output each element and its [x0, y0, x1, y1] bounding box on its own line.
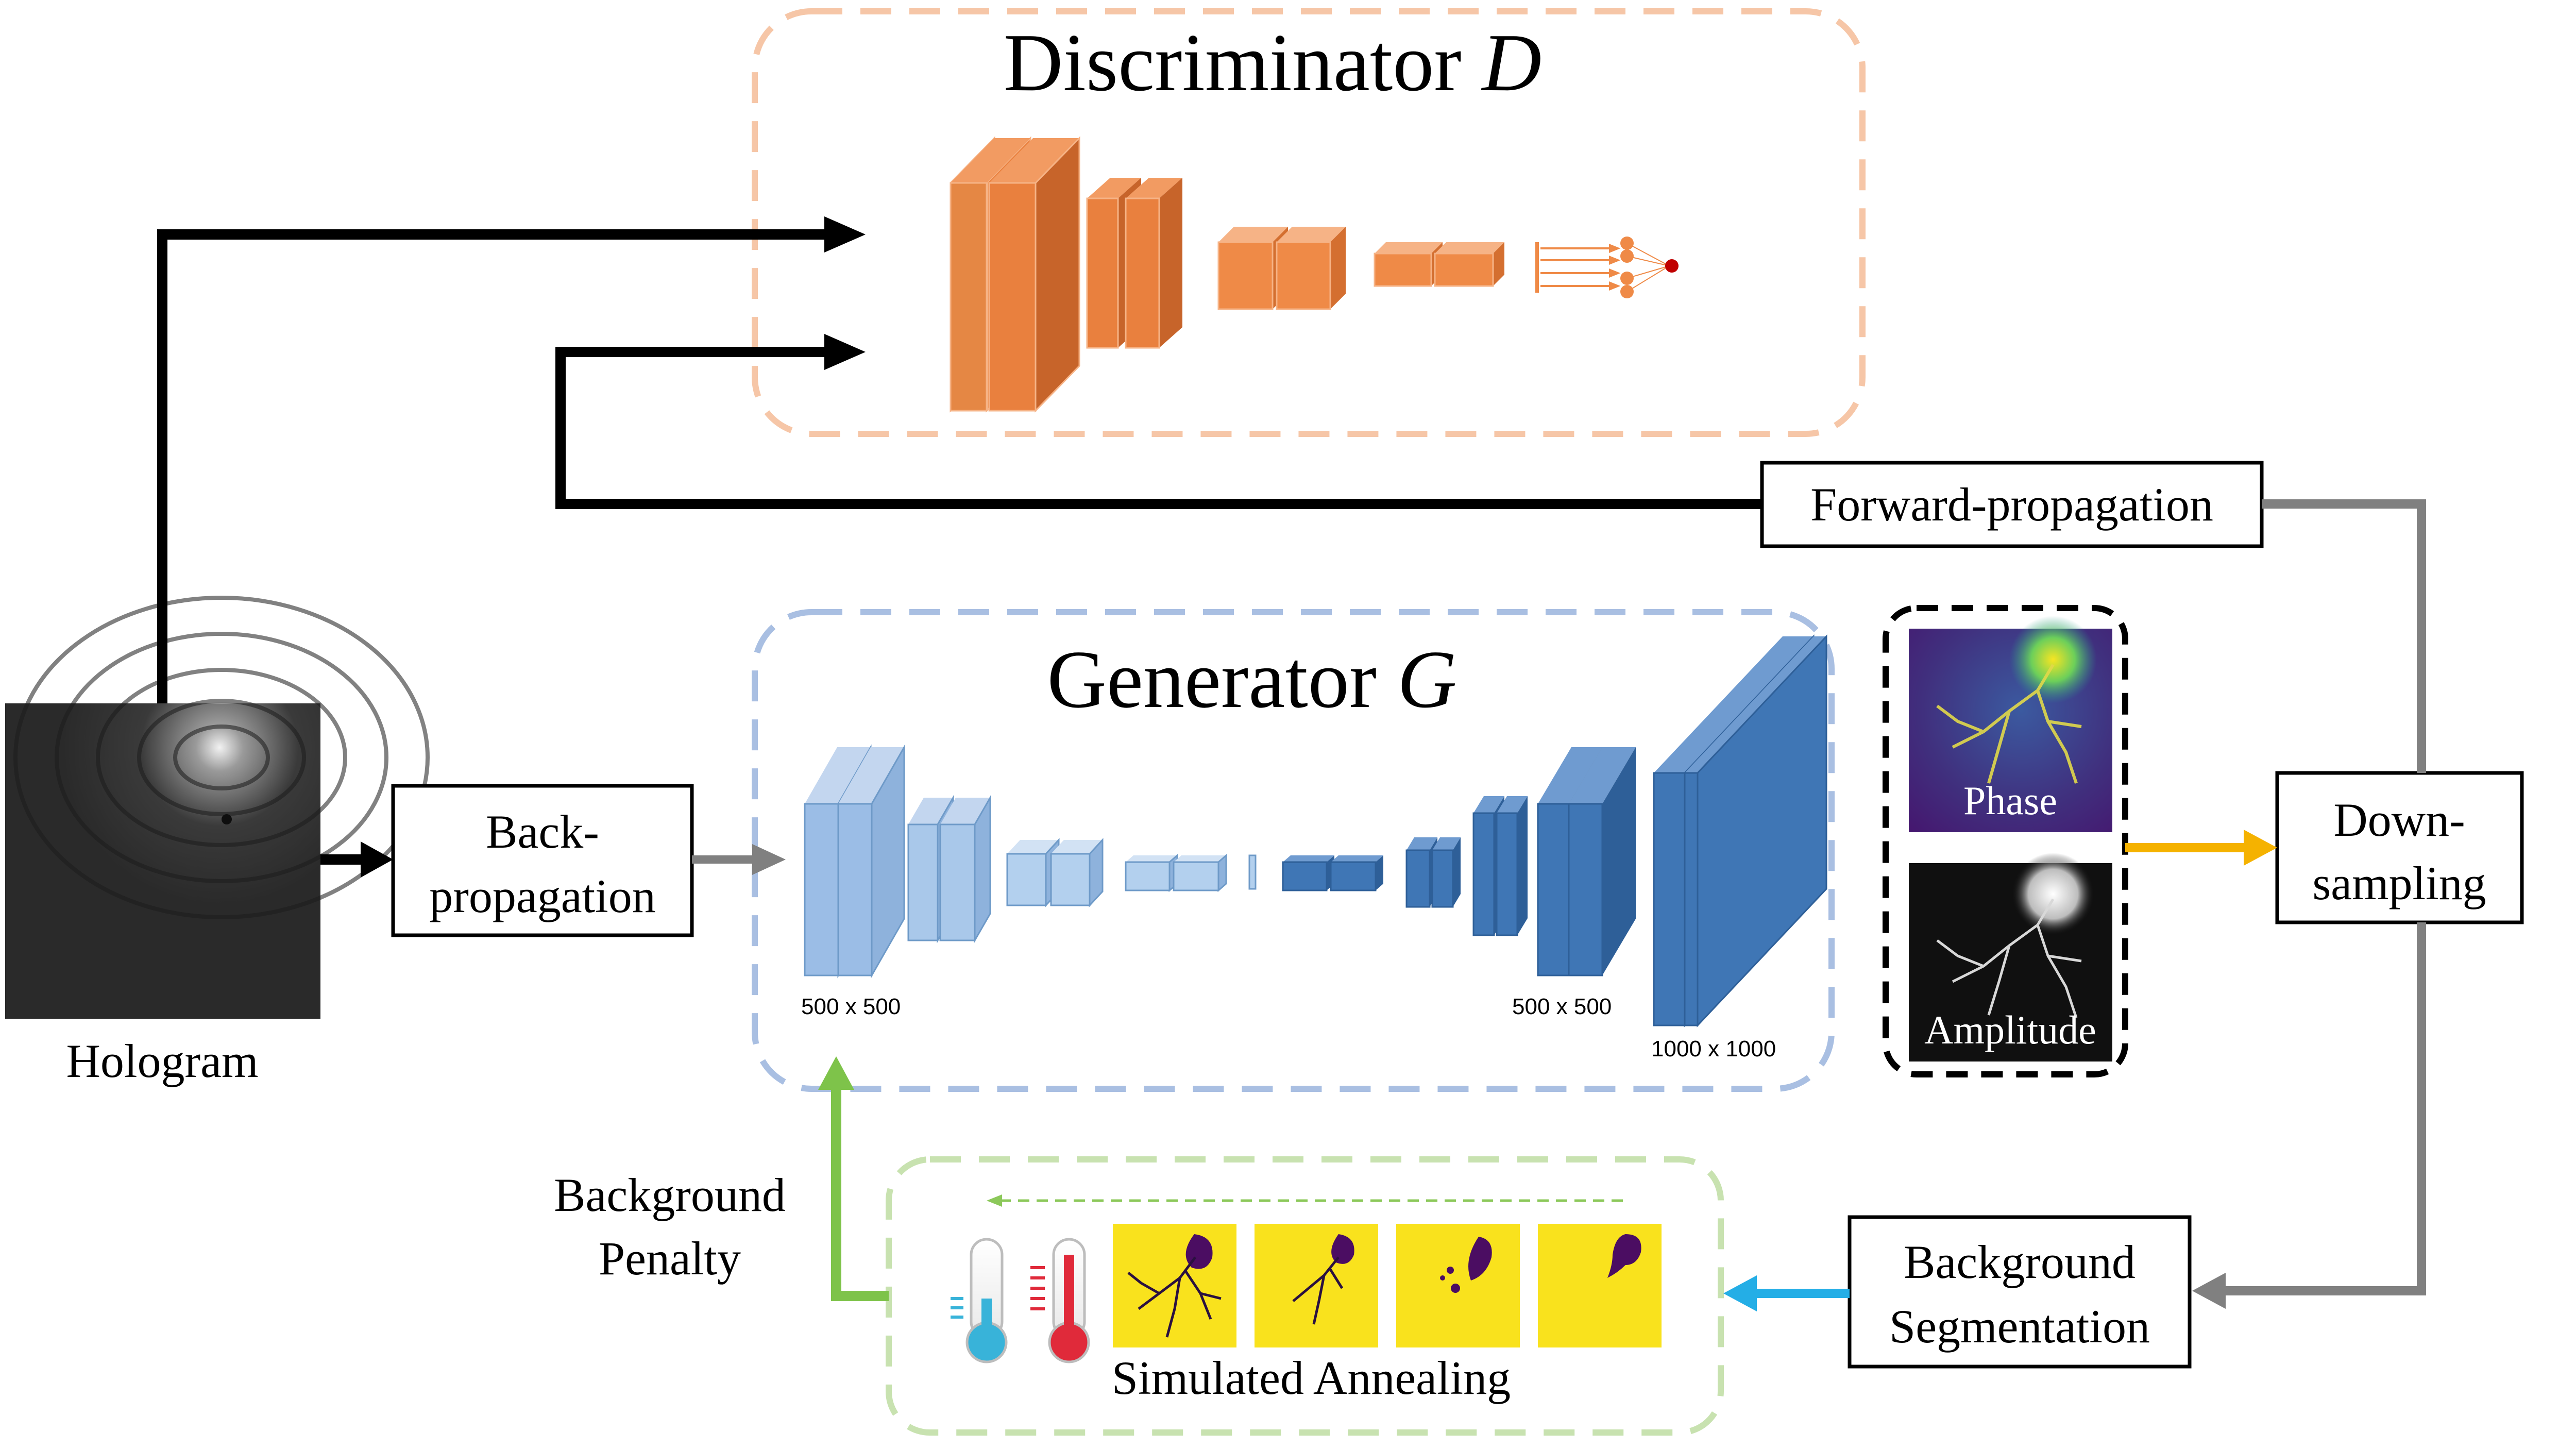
arrow-downsampling-to-segmentation: [2192, 922, 2426, 1309]
gen-dec-2: [1405, 837, 1461, 908]
svg-text:sampling: sampling: [2312, 857, 2486, 909]
gen-enc-1: [804, 744, 905, 979]
generator-title: Generator G: [1047, 633, 1456, 725]
svg-text:Forward-propagation: Forward-propagation: [1810, 478, 2213, 531]
svg-text:Background: Background: [1904, 1236, 2136, 1288]
annealing-tile-2: [1255, 1224, 1378, 1347]
generator-box: [752, 609, 1835, 1092]
disc-layer-3: [1217, 227, 1346, 310]
svg-text:Down-: Down-: [2333, 794, 2465, 846]
back-propagation-box: Back- propagation: [391, 784, 694, 937]
down-sampling-box: Down- sampling: [2275, 771, 2524, 924]
generator-network: [804, 634, 1827, 1027]
size-label-out2: 1000 x 1000: [1651, 1036, 1776, 1062]
svg-text:propagation: propagation: [429, 870, 655, 922]
amplitude-label: Amplitude: [1924, 1007, 2096, 1052]
arrow-outputs-to-downsampling: [2125, 830, 2277, 866]
background-penalty-line2: Penalty: [599, 1232, 741, 1285]
disc-fc-layer: [1535, 237, 1679, 298]
gen-dec-5: [1653, 634, 1827, 1027]
hologram-image: [5, 596, 430, 1019]
gen-enc-2: [907, 795, 991, 943]
size-label-out1: 500 x 500: [1512, 994, 1612, 1019]
discriminator-network: [950, 136, 1679, 413]
svg-text:Back-: Back-: [486, 805, 599, 858]
arrow-hologram-to-backprop: [320, 841, 393, 878]
background-segmentation-box: Background Segmentation: [1848, 1215, 2192, 1369]
arrow-forward-to-discriminator: [555, 334, 1762, 509]
annealing-tile-4: [1538, 1224, 1662, 1347]
gen-dec-1: [1282, 855, 1383, 891]
annealing-label: Simulated Annealing: [1112, 1352, 1511, 1404]
gen-dec-4: [1537, 747, 1636, 976]
cold-thermometer-icon: [951, 1238, 1008, 1363]
arrow-segmentation-to-annealing: [1723, 1275, 1850, 1311]
annealing-tile-1: [1113, 1224, 1236, 1347]
annealing-dashed-arrow: [987, 1194, 1623, 1207]
hologram-label: Hologram: [66, 1035, 258, 1087]
forward-propagation-box: Forward-propagation: [1760, 461, 2264, 548]
arrow-annealing-to-generator: [818, 1056, 889, 1301]
gen-bottleneck: [1248, 854, 1257, 890]
arrow-hologram-to-discriminator: [157, 216, 866, 703]
gen-enc-3: [1006, 838, 1104, 907]
phase-label: Phase: [1963, 778, 2057, 823]
gen-dec-3: [1472, 796, 1528, 936]
gen-enc-4: [1125, 853, 1227, 892]
disc-layer-4: [1374, 242, 1504, 287]
annealing-tile-3: [1396, 1224, 1520, 1347]
svg-text:Segmentation: Segmentation: [1889, 1300, 2150, 1353]
size-label-input: 500 x 500: [801, 994, 901, 1019]
discriminator-box: [752, 8, 1866, 437]
arrow-downsampling-to-forward: [2262, 499, 2426, 773]
phase-image: Phase: [1909, 616, 2112, 832]
output-images-box: [1883, 605, 2128, 1077]
disc-layer-1: [950, 136, 1031, 413]
discriminator-title: Discriminator D: [1004, 16, 1541, 108]
background-penalty-line1: Background: [554, 1169, 786, 1221]
hot-thermometer-icon: [1030, 1238, 1090, 1363]
disc-layer-1b: [988, 136, 1080, 413]
arrow-backprop-to-generator: [692, 844, 786, 875]
disc-layer-2: [1086, 178, 1182, 349]
amplitude-image: Amplitude: [1909, 853, 2112, 1062]
